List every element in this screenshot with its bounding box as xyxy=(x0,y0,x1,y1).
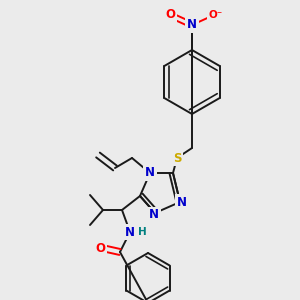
Text: O: O xyxy=(95,242,105,254)
Text: O: O xyxy=(165,8,175,22)
Text: N: N xyxy=(187,19,197,32)
Text: H: H xyxy=(138,227,146,237)
Text: N: N xyxy=(149,208,159,221)
Text: N: N xyxy=(177,196,187,208)
Text: S: S xyxy=(173,152,181,164)
Text: N: N xyxy=(145,167,155,179)
Text: N: N xyxy=(125,226,135,238)
Text: O⁻: O⁻ xyxy=(209,10,223,20)
